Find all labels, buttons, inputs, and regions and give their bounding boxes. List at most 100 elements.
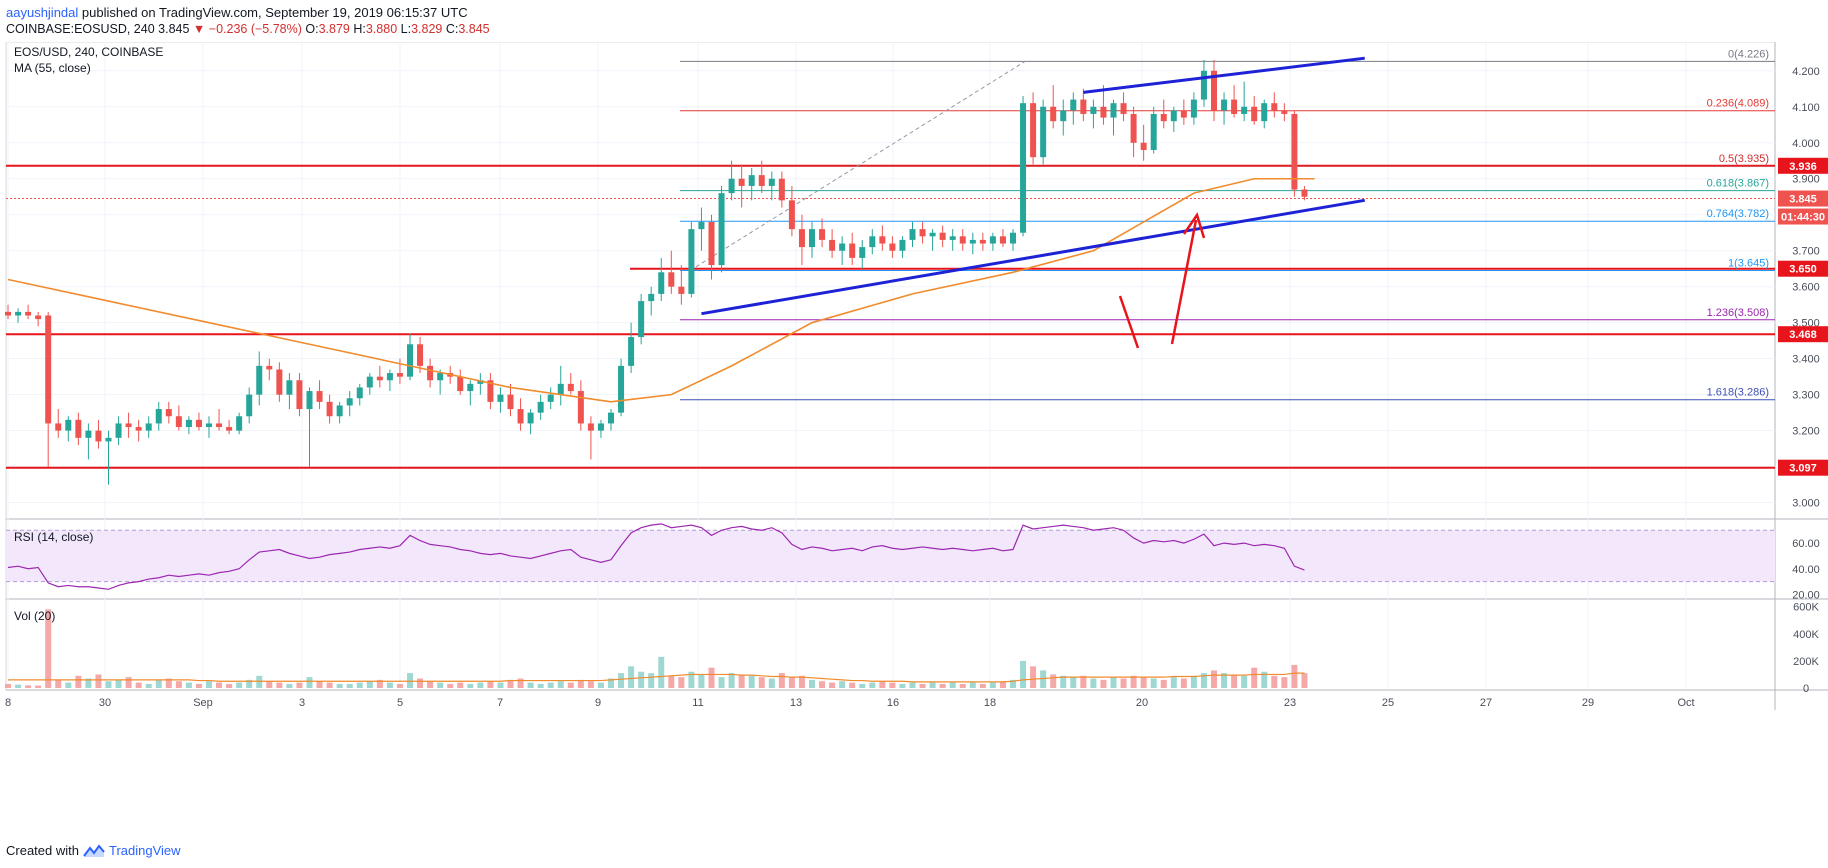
volume-bar (1050, 674, 1057, 688)
price-tag-label: 3.097 (1789, 463, 1817, 475)
volume-bar (5, 683, 11, 688)
candle-body (15, 311, 22, 316)
volume-bar (1120, 678, 1127, 688)
volume-bar (798, 675, 805, 688)
volume-bar (276, 682, 283, 688)
low-value: 3.829 (411, 22, 443, 36)
candle-body (919, 229, 926, 237)
candle-body (75, 419, 82, 438)
volume-pane: 600K 400K 200K 0 (5, 602, 1820, 695)
candle-body (1231, 99, 1238, 114)
candle-body (236, 416, 243, 431)
volume-bar (1241, 675, 1248, 688)
chart-canvas[interactable]: 0(4.226) 0.236(4.089) 0.5(3.935) 0.618(3.86… (0, 42, 1828, 842)
price-axis[interactable]: 4.2004.1004.0003.9003.8003.7003.6003.500… (1792, 66, 1820, 510)
ma-indicator-label: MA (55, close) (14, 61, 91, 75)
time-axis[interactable]: 8 30 Sep 3 5 7 9 11 13 16 18 20 23 25 27 29 Oct (5, 697, 1695, 709)
tradingview-brand-link[interactable]: TradingView (108, 843, 181, 858)
volume-bar (999, 681, 1006, 688)
candle-body (889, 243, 896, 251)
candle-body (708, 221, 715, 266)
candle-body (1130, 113, 1137, 143)
volume-bar (366, 681, 373, 688)
volume-bar (95, 674, 102, 688)
volume-bar (577, 679, 584, 688)
volume-bar (1190, 675, 1197, 688)
candle-body (336, 405, 343, 417)
candle-body (1281, 110, 1288, 114)
volume-bar (105, 681, 112, 688)
time-tick-label: 23 (1284, 697, 1296, 709)
candle-body (306, 391, 313, 410)
candle-body (668, 272, 675, 287)
moving-average-line (7, 177, 1315, 403)
volume-bar (326, 682, 333, 688)
time-tick-label: 25 (1382, 697, 1394, 709)
candle-body (175, 416, 182, 428)
candle-body (115, 423, 122, 438)
price-tag-label: 3.468 (1789, 329, 1817, 341)
volume-bar (1291, 664, 1298, 688)
fib-level-label: 1.618(3.286) (1707, 387, 1769, 399)
volume-bar (165, 678, 172, 688)
author-link[interactable]: aayushjindal (6, 5, 79, 20)
volume-bar (939, 683, 946, 688)
volume-bar (959, 683, 966, 688)
volume-bar (175, 681, 182, 688)
open-value: 3.879 (318, 22, 350, 36)
volume-bar (698, 674, 705, 688)
trend-lines[interactable] (701, 56, 1366, 316)
volume-bar (185, 682, 192, 688)
time-tick-label: 29 (1582, 697, 1594, 709)
volume-bar (758, 677, 765, 688)
time-tick-label: 27 (1480, 697, 1492, 709)
candle-body (316, 391, 323, 402)
candle-body (778, 178, 785, 201)
candle-body (517, 409, 524, 424)
volume-bar (216, 682, 223, 688)
candle-body (155, 409, 162, 424)
candle-body (457, 376, 464, 392)
volume-bar (1060, 675, 1067, 688)
candle-body (346, 398, 353, 406)
time-tick-label: 9 (595, 697, 601, 709)
candle-body (748, 175, 755, 186)
time-tick-label: 5 (397, 697, 403, 709)
price-tick-label: 3.700 (1792, 246, 1820, 258)
volume-bar (889, 682, 896, 688)
volume-bar (487, 681, 494, 688)
time-tick-label: 7 (497, 697, 503, 709)
arrow-down-shaft (1118, 295, 1140, 349)
volume-bar (1090, 678, 1097, 688)
volume-bar (427, 681, 434, 688)
candle-body (105, 437, 112, 442)
high-value: 3.880 (365, 22, 398, 36)
volume-bar (658, 656, 665, 688)
candle-body (839, 243, 846, 251)
volume-bar (618, 673, 625, 688)
volume-bar (1110, 677, 1117, 688)
candlestick-series (5, 59, 1308, 485)
candle-body (939, 232, 946, 240)
price-tick-label: 3.400 (1792, 354, 1820, 366)
candle-body (1200, 70, 1207, 100)
volume-bar (718, 677, 725, 688)
volume-tick-label: 200K (1793, 656, 1819, 668)
candle-body (879, 236, 886, 244)
volume-bar (1301, 673, 1308, 688)
time-tick-label: Sep (193, 697, 213, 709)
candle-body (477, 380, 484, 384)
open-label: O: (305, 22, 319, 36)
volume-bar (1030, 666, 1037, 688)
candle-body (206, 423, 212, 428)
candle-body (587, 423, 594, 431)
volume-bar (236, 682, 243, 688)
volume-bar (979, 683, 986, 688)
candle-body (45, 315, 52, 424)
volume-bar (1150, 678, 1157, 688)
volume-bar (768, 678, 775, 688)
candle-body (899, 239, 906, 251)
candle-body (999, 236, 1006, 244)
candle-body (577, 391, 584, 424)
rsi-band (6, 530, 1775, 582)
